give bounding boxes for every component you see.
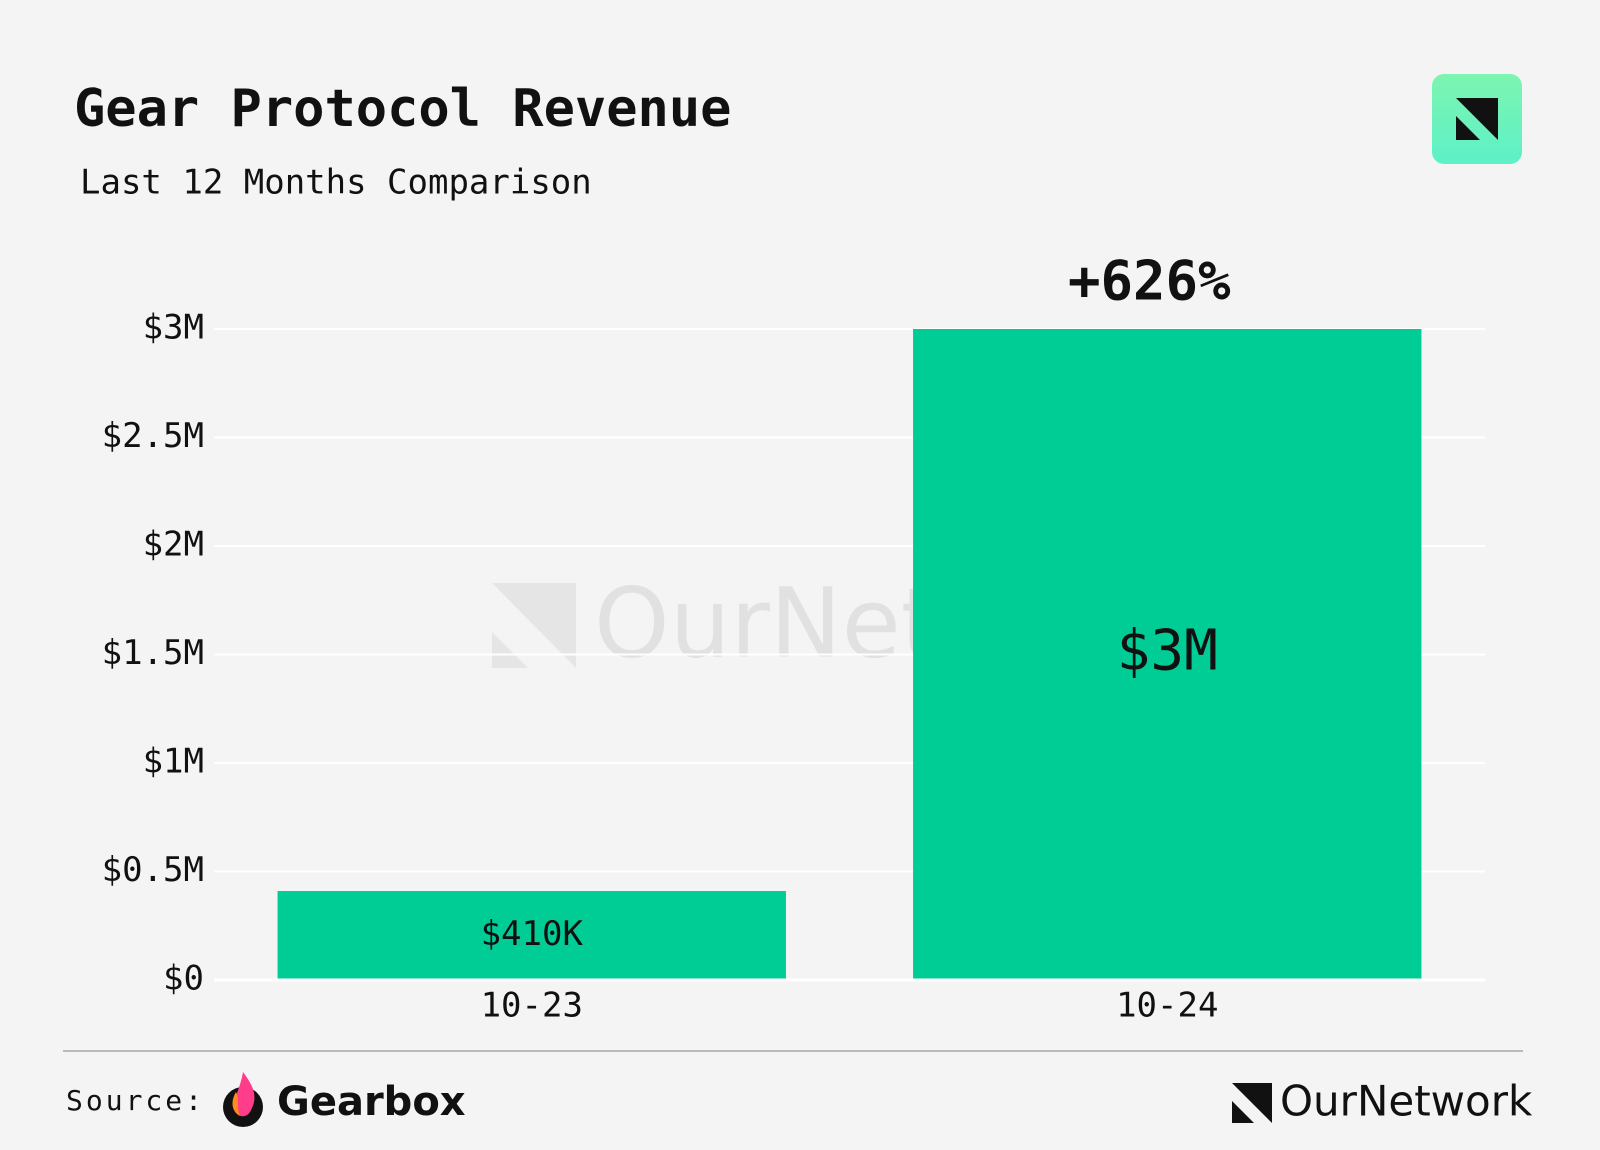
logo-shape: [1456, 98, 1498, 140]
flame-icon: [234, 1072, 255, 1117]
x-tick-label: 10-23: [481, 986, 583, 1026]
chart-title: Gear Protocol Revenue: [74, 79, 731, 139]
brand-icon: [1232, 1083, 1272, 1123]
value-label: $3M: [1117, 619, 1218, 684]
gearbox-logo: [223, 1072, 263, 1127]
annotation: +626%: [1068, 250, 1231, 313]
logo-shape: [1456, 116, 1480, 140]
bar: [913, 329, 1422, 980]
flame-icon: [232, 1092, 240, 1116]
source-label: Source:: [66, 1084, 205, 1117]
brand-name: OurNetwork: [1280, 1077, 1533, 1126]
y-tick-label: $1.5M: [102, 633, 204, 673]
watermark-logo: [492, 583, 576, 668]
watermark-logo: [492, 632, 528, 668]
y-tick-label: $0.5M: [102, 850, 204, 890]
source-name: Gearbox: [277, 1079, 466, 1125]
value-label: $410K: [481, 914, 584, 954]
bar: [277, 891, 786, 980]
brand-icon: [1232, 1101, 1254, 1123]
y-tick-label: $1M: [143, 742, 204, 782]
y-tick-label: $2M: [143, 525, 204, 565]
brand-logo: [1232, 1083, 1272, 1123]
y-tick-label: $0: [163, 959, 204, 999]
x-tick-label: 10-24: [1116, 986, 1218, 1026]
y-tick-label: $2.5M: [102, 416, 204, 456]
top-logo: [1432, 74, 1522, 164]
y-tick-label: $3M: [143, 308, 204, 348]
chart-subtitle: Last 12 Months Comparison: [80, 163, 592, 203]
